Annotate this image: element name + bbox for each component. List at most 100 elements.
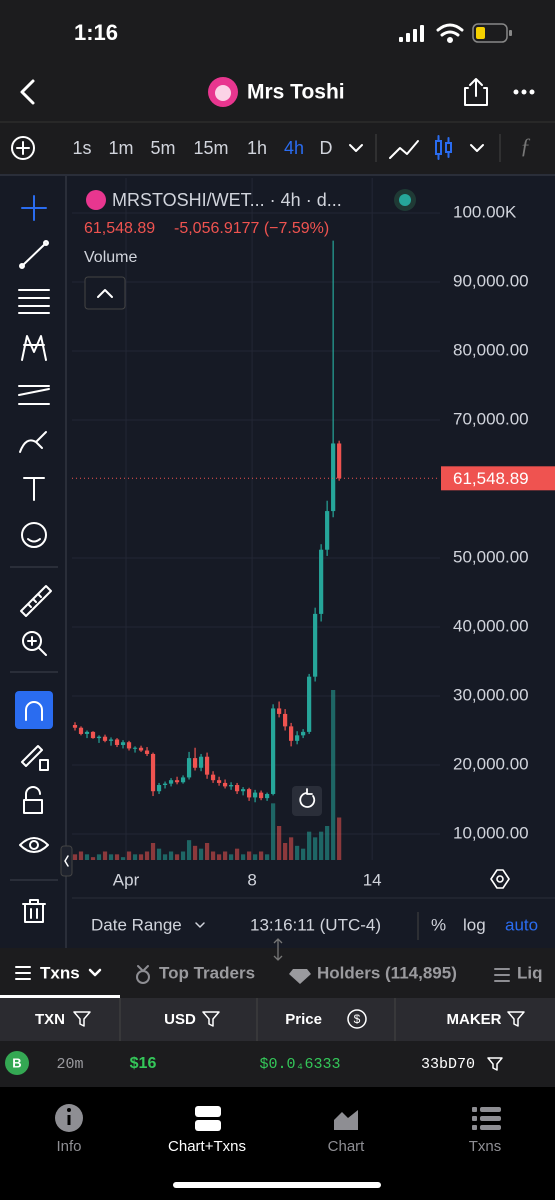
candle-body (216, 780, 222, 783)
timeframe[interactable]: 1h (247, 138, 267, 158)
column-header[interactable]: MAKER (447, 1011, 502, 1028)
lock-drawing-tool[interactable] (21, 745, 49, 771)
line-style[interactable] (389, 140, 419, 159)
candle-body (252, 792, 258, 798)
crosshair-tool[interactable] (21, 195, 47, 221)
nav-bg (0, 1087, 555, 1200)
timeframe[interactable]: 15m (193, 138, 228, 158)
nav-label[interactable]: Chart (328, 1138, 366, 1155)
y-tick-label: 30,000.00 (453, 685, 529, 704)
delete-tool[interactable] (22, 899, 46, 923)
back-button[interactable] (20, 79, 35, 105)
timeframe[interactable]: 5m (150, 138, 175, 158)
volume-bar (295, 845, 300, 860)
candle-style[interactable] (435, 135, 452, 160)
volume-bar (325, 826, 330, 860)
emoji-tool[interactable] (21, 522, 47, 548)
tab[interactable]: Holders (114,895) (317, 963, 457, 982)
header-title: Mrs Toshi (247, 81, 345, 104)
txn-filter[interactable] (73, 1011, 91, 1027)
table-cell: 33bD70 (421, 1056, 475, 1073)
trendline-tool[interactable] (19, 240, 49, 269)
more-button[interactable] (513, 89, 535, 95)
legend-collapse[interactable] (84, 276, 126, 310)
resize-handle[interactable] (273, 938, 283, 961)
zoom-tool[interactable] (22, 631, 47, 656)
y-tick-label: 70,000.00 (453, 409, 529, 428)
timeframe[interactable]: 4h (284, 138, 304, 158)
reset-button[interactable] (292, 786, 322, 816)
volume-bar (78, 851, 84, 860)
price-currency[interactable] (347, 1009, 367, 1029)
column-header[interactable]: Price (285, 1011, 322, 1028)
row-maker-filter[interactable] (487, 1057, 503, 1071)
magnet-tool[interactable] (15, 691, 53, 729)
usd-filter[interactable] (202, 1011, 220, 1027)
percent-toggle[interactable]: % (431, 915, 446, 934)
holders-icon (289, 969, 311, 984)
candle-body (180, 777, 186, 783)
candle-body (307, 676, 312, 732)
candle-body (210, 774, 216, 781)
candle-body (198, 756, 204, 768)
timeframe[interactable]: 1s (72, 138, 91, 158)
tab[interactable]: Top Traders (159, 963, 255, 982)
ruler-tool[interactable] (20, 585, 52, 617)
home-indicator (173, 1182, 381, 1188)
last-price-label: 61,548.89 (453, 469, 529, 488)
maker-filter[interactable] (507, 1011, 525, 1027)
projection-tool[interactable] (18, 385, 50, 405)
share-button[interactable] (464, 78, 488, 106)
candle-body (90, 731, 96, 739)
y-tick-label: 20,000.00 (453, 754, 529, 773)
settings-button[interactable] (490, 869, 510, 889)
style-dropdown[interactable] (470, 144, 484, 152)
pattern-tool[interactable] (21, 335, 47, 361)
tab[interactable]: Txns (40, 963, 80, 982)
volume-bar (84, 854, 90, 860)
lock-tool[interactable] (23, 786, 43, 814)
visibility-tool[interactable] (19, 837, 49, 853)
nav-label[interactable]: Txns (469, 1138, 502, 1155)
timeframe-dropdown[interactable] (349, 144, 363, 152)
candle-body (126, 742, 132, 749)
candle-body (72, 724, 78, 728)
fib-tool[interactable] (18, 289, 50, 314)
nav-label[interactable]: Info (56, 1138, 81, 1155)
text-tool[interactable] (23, 477, 45, 501)
brush-tool[interactable] (19, 431, 47, 453)
info-dot (67, 1108, 71, 1112)
volume-bar (90, 857, 96, 860)
collapse-toolbar[interactable] (60, 845, 73, 877)
indicators-icon[interactable]: ƒ (520, 133, 531, 158)
grid (72, 178, 440, 860)
column-header[interactable]: TXN (35, 1011, 65, 1028)
date-range[interactable]: Date Range (91, 915, 182, 934)
volume-bar (120, 857, 126, 860)
volume-bar (126, 851, 132, 860)
candle-body (156, 785, 162, 792)
candle-body (259, 792, 264, 799)
txns-icon (472, 1107, 501, 1130)
candle-body (246, 789, 252, 798)
date-range-dropdown (195, 922, 205, 928)
volume-bar (301, 848, 306, 860)
volume-bar (138, 854, 144, 860)
tab[interactable]: Liq (517, 963, 543, 982)
auto-toggle[interactable]: auto (505, 915, 538, 934)
nav-label[interactable]: Chart+Txns (168, 1138, 246, 1155)
volume-bar (132, 854, 138, 860)
volume-bar (246, 851, 252, 860)
column-header[interactable]: USD (164, 1011, 196, 1028)
timeframe[interactable]: D (320, 138, 333, 158)
candle-body (289, 726, 294, 741)
reset-icon (299, 788, 316, 808)
candle-body (204, 756, 210, 775)
add-indicator[interactable] (11, 136, 35, 160)
candle-body (301, 731, 306, 736)
candle-body (168, 780, 174, 784)
log-toggle[interactable]: log (463, 915, 486, 934)
timeframe[interactable]: 1m (108, 138, 133, 158)
volume-bar (102, 851, 108, 860)
